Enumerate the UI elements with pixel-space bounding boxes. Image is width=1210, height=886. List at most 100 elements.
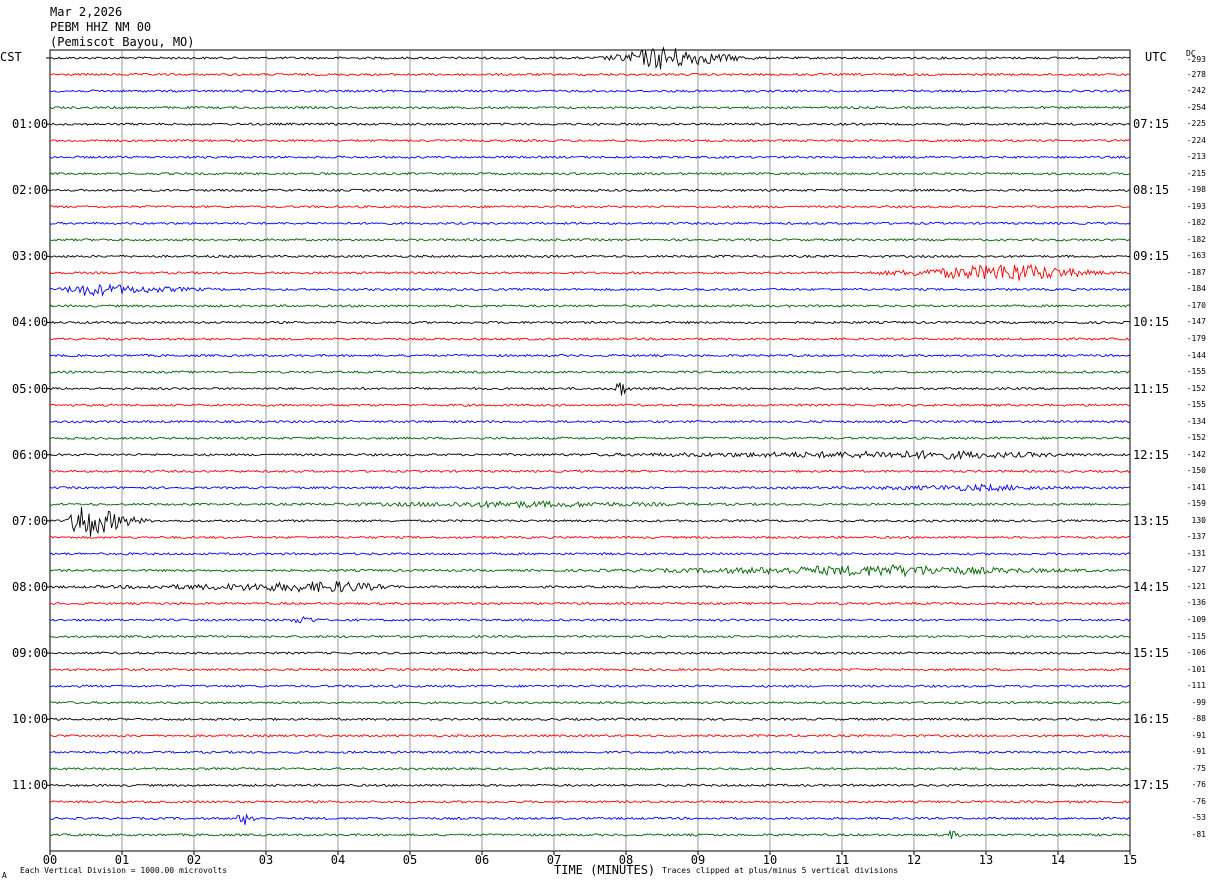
trace-line <box>49 204 1131 209</box>
trace-line <box>49 483 1131 493</box>
trace-line <box>49 138 1131 143</box>
left-hour-label: 09:00 <box>12 646 49 661</box>
dc-offset-label: -81 <box>1191 829 1206 839</box>
trace-line <box>49 320 1131 325</box>
dc-offset-label: -136 <box>1186 598 1206 608</box>
trace-line <box>49 829 1131 840</box>
trace-line <box>49 507 1131 537</box>
dc-offset-label: -53 <box>1191 813 1206 823</box>
left-hour-label: 11:00 <box>12 778 49 793</box>
dc-offset-label: -121 <box>1186 581 1206 591</box>
dc-offset-label: -278 <box>1186 69 1206 79</box>
dc-offset-label: -182 <box>1186 218 1206 228</box>
x-tick-label: 02 <box>187 853 201 867</box>
trace-line <box>49 634 1131 639</box>
dc-offset-label: -159 <box>1186 499 1206 509</box>
trace-line <box>49 667 1131 672</box>
dc-offset-label: -91 <box>1191 730 1206 740</box>
header-date: Mar 2,2026 <box>50 5 123 19</box>
trace-line <box>49 419 1131 424</box>
dc-offset-label: -88 <box>1191 714 1206 724</box>
trace-line <box>49 337 1131 341</box>
x-tick-label: 12 <box>907 853 921 867</box>
trace-line <box>49 304 1131 308</box>
dc-offset-label: -170 <box>1186 300 1206 310</box>
grid-lines <box>49 49 1131 852</box>
dc-offset-label: -155 <box>1186 400 1206 410</box>
seismic-traces <box>46 46 1131 840</box>
dc-offset-label: -101 <box>1186 664 1206 674</box>
trace-line <box>49 105 1131 110</box>
dc-offset-label: -198 <box>1186 185 1206 195</box>
left-hour-label: 06:00 <box>12 447 49 462</box>
trace-line <box>49 263 1131 281</box>
dc-offset-label: -213 <box>1186 152 1206 162</box>
left-zone-label: CST <box>0 50 22 64</box>
trace-line <box>49 717 1131 722</box>
x-tick-labels: 00 01 02 03 04 05 06 07 08 09 10 11 12 13 14 15 <box>43 851 1137 867</box>
trace-line <box>49 750 1131 755</box>
x-tick-label: 14 <box>1051 853 1065 867</box>
dc-offset-label: -134 <box>1186 416 1206 426</box>
x-tick-label: 07 <box>547 853 561 867</box>
trace-line <box>49 155 1131 160</box>
dc-offset-label: -242 <box>1186 86 1206 96</box>
trace-line <box>49 651 1131 655</box>
right-hour-label: 07:15 <box>1133 117 1170 132</box>
trace-line <box>49 46 1131 70</box>
trace-line <box>49 700 1131 705</box>
header-station: PEBM HHZ NM 00 <box>50 20 152 34</box>
corner-mark: A <box>2 871 7 880</box>
clip-note: Traces clipped at plus/minus 5 vertical … <box>662 866 899 875</box>
dc-offset-label: -115 <box>1186 631 1206 641</box>
trace-line <box>49 353 1131 358</box>
trace-line <box>49 283 1131 297</box>
x-tick-label: 03 <box>259 853 273 867</box>
trace-line <box>49 500 1131 509</box>
trace-line <box>49 382 1131 396</box>
dc-offset-label: -109 <box>1186 615 1206 625</box>
trace-line <box>49 601 1131 606</box>
dc-offset-label: -293 <box>1186 55 1206 64</box>
dc-offset-label: -147 <box>1186 317 1206 327</box>
dc-offset-label: -76 <box>1191 780 1206 790</box>
right-hour-label: 15:15 <box>1133 646 1170 661</box>
dc-offset-label: -184 <box>1186 284 1206 294</box>
trace-line <box>49 238 1131 242</box>
trace-line <box>49 449 1131 461</box>
right-zone-label: UTC <box>1145 50 1167 64</box>
x-tick-label: 11 <box>835 853 849 867</box>
dc-offset-label: -224 <box>1186 135 1206 145</box>
plot-frame <box>49 49 1131 852</box>
left-hour-label: 08:00 <box>12 579 49 594</box>
trace-line <box>49 535 1131 540</box>
left-hour-label: 05:00 <box>12 381 49 396</box>
dc-offset-label: -155 <box>1186 367 1206 377</box>
dc-offset-label: -141 <box>1186 482 1206 492</box>
dc-offset-label: -106 <box>1186 648 1206 658</box>
dc-offset-label: -76 <box>1191 796 1206 806</box>
trace-line <box>49 581 1131 593</box>
dc-offset-label: -142 <box>1186 449 1206 459</box>
trace-line <box>49 171 1131 176</box>
trace-line <box>49 684 1131 688</box>
dc-offset-label: -75 <box>1191 763 1206 773</box>
dc-offset-label: -254 <box>1186 102 1206 112</box>
dc-offset-label: 130 <box>1191 515 1206 525</box>
dc-offset-label: -193 <box>1186 201 1206 211</box>
dc-offset-label: -152 <box>1186 433 1206 443</box>
dc-offset-label: -225 <box>1186 119 1206 129</box>
right-hour-label: 17:15 <box>1133 778 1170 793</box>
x-tick-label: 01 <box>115 853 129 867</box>
x-tick-label: 15 <box>1123 853 1137 867</box>
trace-line <box>49 221 1131 226</box>
right-hour-label: 14:15 <box>1133 579 1170 594</box>
trace-line <box>49 370 1131 374</box>
left-hour-label: 02:00 <box>12 183 49 198</box>
dc-offset-label: -182 <box>1186 234 1206 244</box>
trace-line <box>49 122 1131 126</box>
right-hour-label: 11:15 <box>1133 381 1170 396</box>
trace-line <box>49 733 1131 738</box>
x-axis-label: TIME (MINUTES) <box>554 863 656 877</box>
